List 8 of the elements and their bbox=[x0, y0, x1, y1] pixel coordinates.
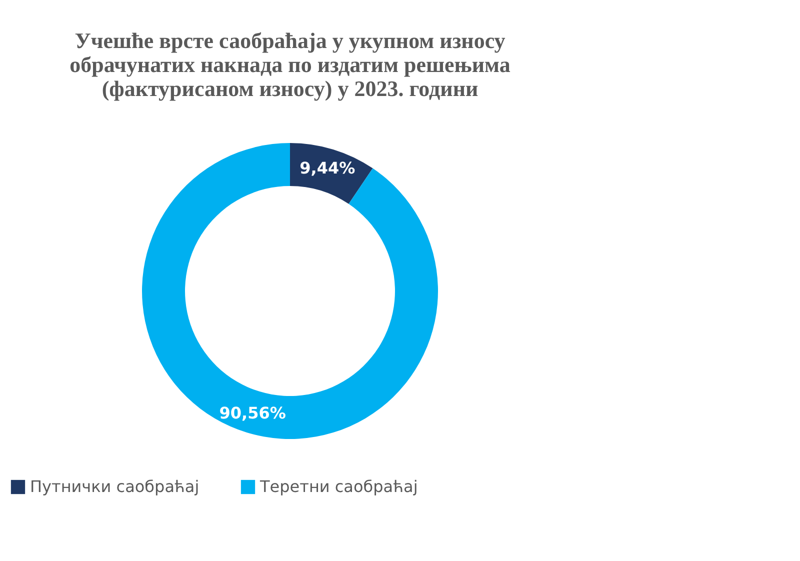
donut-slice bbox=[142, 143, 438, 439]
text: Учешће врсте саобраћаја у укупном износу bbox=[74, 28, 506, 53]
text: (фактурисаном износу) у 2023. години bbox=[102, 76, 478, 101]
data-label: 9,44% bbox=[300, 158, 356, 178]
legend-label: Путнички саобраћај bbox=[30, 477, 200, 496]
text: обрачунатих накнада по издатим решењима bbox=[70, 52, 510, 77]
data-label: 90,56% bbox=[219, 403, 286, 422]
legend-label: Теретни саобраћај bbox=[259, 477, 418, 496]
